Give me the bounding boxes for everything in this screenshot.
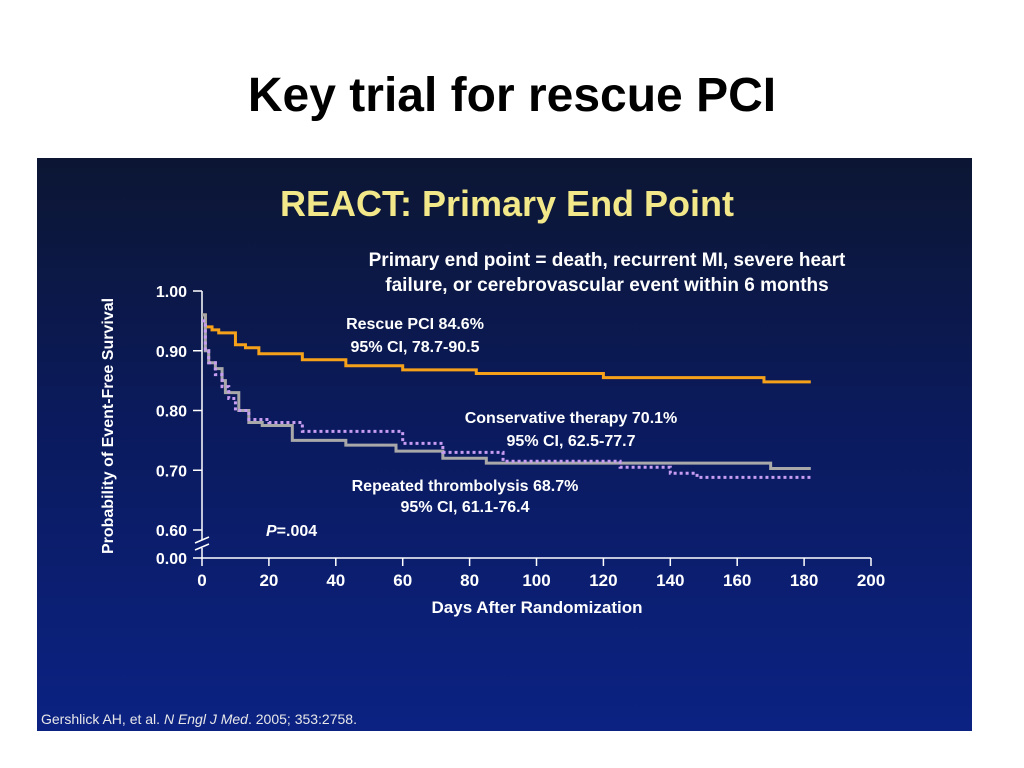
chart-title: REACT: Primary End Point — [280, 183, 734, 224]
citation: Gershlick AH, et al. N Engl J Med. 2005;… — [41, 711, 357, 727]
series-line-rescue-pci — [202, 313, 811, 384]
series-label-rescue-pci-line-2: 95% CI, 78.7-90.5 — [351, 339, 480, 356]
x-tick-label: 160 — [723, 571, 751, 590]
series-line-repeated-thrombolysis — [202, 319, 811, 479]
citation-author: Gershlick AH, et al. — [41, 711, 161, 727]
x-tick-label: 80 — [460, 571, 479, 590]
x-tick-label: 180 — [790, 571, 818, 590]
series-label-conservative-line-2: 95% CI, 62.5-77.7 — [507, 433, 636, 450]
slide-title: Key trial for rescue PCI — [247, 69, 777, 122]
series-label-thrombolysis-line-1: Repeated thrombolysis 68.7% — [352, 478, 579, 495]
x-tick-label: 200 — [857, 571, 885, 590]
y-axis-label: Probability of Event-Free Survival — [100, 298, 117, 554]
p-value-italic: P — [266, 523, 277, 540]
y-tick-label: 0.90 — [156, 344, 187, 361]
x-tick-label: 20 — [259, 571, 278, 590]
series-label-conservative-line-1: Conservative therapy 70.1% — [465, 410, 678, 427]
series-layer — [202, 313, 811, 479]
chart-subtitle-line-1: Primary end point = death, recurrent MI,… — [369, 250, 846, 271]
y-tick-label: 0.80 — [156, 404, 187, 421]
y-tick-label: 1.00 — [156, 284, 187, 301]
y-tick-label: 0.00 — [156, 551, 187, 568]
x-tick-label: 60 — [393, 571, 412, 590]
axis-break-mark-1 — [194, 536, 210, 544]
p-value-annotation: P=.004 — [266, 523, 317, 540]
km-chart: REACT: Primary End Point Primary end poi… — [100, 183, 885, 617]
x-tick-label: 100 — [522, 571, 550, 590]
x-axis-label: Days After Randomization — [432, 598, 643, 617]
x-tick-label: 40 — [326, 571, 345, 590]
y-tick-label: 0.70 — [156, 463, 187, 480]
axes: 1.00 0.90 0.80 0.70 0.60 0.00 0 20 40 60 80 100 120 1… — [156, 284, 885, 590]
series-label-rescue-pci-line-1: Rescue PCI 84.6% — [346, 316, 484, 333]
x-tick-label: 0 — [197, 571, 206, 590]
x-tick-label: 120 — [589, 571, 617, 590]
x-tick-label: 140 — [656, 571, 684, 590]
p-value-rest: =.004 — [277, 523, 318, 540]
axis-break-mark-2 — [194, 543, 210, 551]
citation-journal: N Engl J Med — [163, 711, 248, 727]
chart-subtitle-line-2: failure, or cerebrovascular event within… — [385, 275, 828, 296]
chart-panel: REACT: Primary End Point Primary end poi… — [37, 158, 972, 731]
citation-ref: . 2005; 353:2758. — [247, 711, 357, 727]
series-label-thrombolysis-line-2: 95% CI, 61.1-76.4 — [401, 499, 530, 516]
y-tick-label: 0.60 — [156, 523, 187, 540]
